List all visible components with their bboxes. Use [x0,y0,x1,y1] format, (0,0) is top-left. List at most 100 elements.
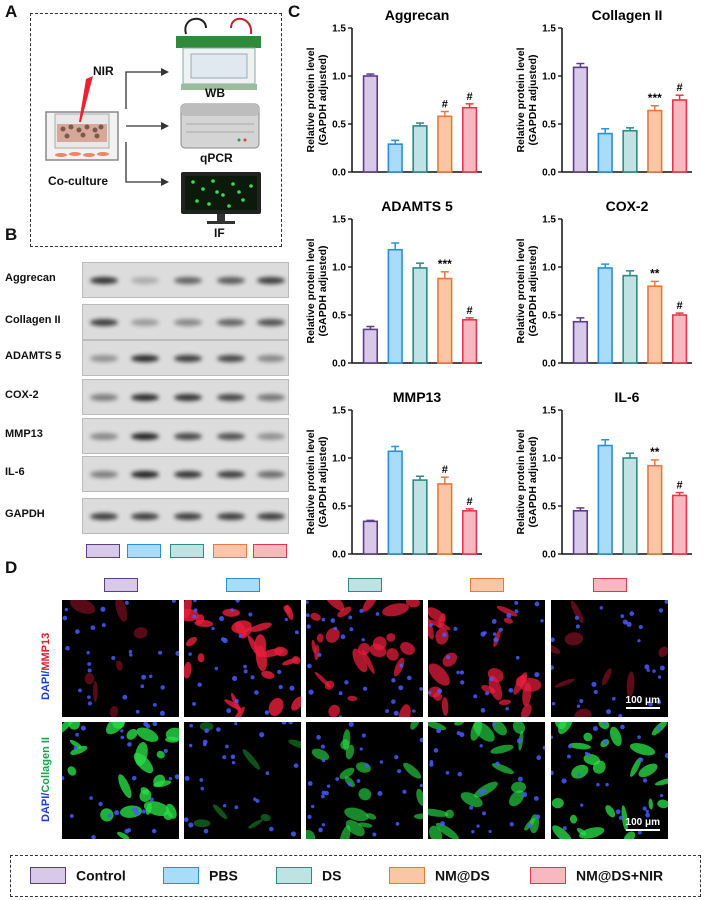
significance-label: *** [648,91,662,105]
micrograph-image [306,600,423,717]
legend-label: PBS [209,867,238,884]
chart-title: IL-6 [615,389,640,405]
y-tick-label: 1.5 [542,406,556,417]
y-tick-label: 0.5 [332,502,346,513]
collagen-micrograph [306,722,423,839]
bar [597,132,613,173]
chart-title: MMP13 [393,389,441,405]
bar [362,520,379,555]
mmp13-micrograph [62,600,179,717]
blot-band [257,393,285,401]
micrograph-image [551,600,668,717]
y-tick-label: 0.0 [332,550,346,561]
collagen-micrograph [428,722,545,839]
micrograph-image [62,722,179,839]
microscopy-group-swatch [104,578,138,592]
blot-row-label: Collagen II [5,314,61,326]
mmp13-micrograph [428,600,545,717]
blot-group-swatch [86,544,120,558]
significance-label: *** [438,257,452,271]
blot-band [174,276,202,284]
blot-row-label: IL-6 [5,466,25,478]
blot-band [174,470,202,478]
micrograph-image [428,722,545,839]
y-axis-label-line: (GAPDH adjusted) [527,54,539,145]
blot-band [90,512,118,520]
bar [437,115,453,173]
panel-a-box: NIR Co-culture WB qPCR IF [30,13,282,247]
y-axis-label: Relative protein level(GAPDH adjusted) [515,238,539,343]
coculture-label: Co-culture [48,174,108,188]
bar [622,457,638,555]
y-axis-label-line: Relative protein level [515,238,527,343]
significance-label: ** [650,266,660,280]
y-axis-label-line: (GAPDH adjusted) [317,54,329,145]
chart-title: Collagen II [592,7,663,23]
bar [572,66,589,173]
bar-chart: MMP13 0.0 0.5 1.0 1.5 Relative protein level(… [305,389,482,561]
y-tick-label: 1.0 [332,263,346,274]
y-tick-label: 1.5 [542,24,556,35]
y-axis-label-line: Relative protein level [515,47,527,152]
bar-chart: Aggrecan 0.0 0.5 1.0 1.5 Relative protein lev… [305,7,482,179]
y-tick-label: 1.0 [332,454,346,465]
microscopy-row-label: DAPI/MMP13 [40,633,52,700]
legend-label: DS [322,867,342,884]
blot-strip [82,418,289,454]
y-tick-label: 0.0 [542,168,556,179]
bar [647,285,663,364]
blot-band [257,318,285,326]
blot-row-label: Aggrecan [5,272,56,284]
blot-row-label: MMP13 [5,428,43,440]
blot-band [174,512,202,520]
blot-band [217,512,245,520]
blot-band [90,432,118,440]
blot-group-swatch [170,544,204,558]
mmp13-micrograph: 100 μm [551,600,668,717]
scale-bar: 100 μm [625,817,660,831]
bar [387,143,403,173]
nir-label: NIR [93,64,114,78]
legend-label: Control [76,867,126,884]
significance-label: # [467,91,473,103]
chart-title: COX-2 [606,198,649,214]
micrograph-image [184,600,301,717]
bar [597,444,613,555]
y-tick-label: 0.0 [332,359,346,370]
y-axis-label-line: (GAPDH adjusted) [317,245,329,336]
blot-band [217,318,245,326]
microscopy-group-swatch [348,578,382,592]
y-tick-label: 1.0 [542,263,556,274]
bar [572,320,589,364]
bar [647,109,663,173]
blot-group-swatch [213,544,247,558]
blot-band [131,276,159,284]
bar [362,328,379,364]
laser-icon [79,76,93,122]
blot-band [90,276,118,284]
y-tick-label: 0.5 [542,502,556,513]
blot-strip [82,304,289,340]
bar [671,494,688,555]
micrograph-image [306,722,423,839]
blot-group-swatch [127,544,161,558]
y-tick-label: 1.0 [542,454,556,465]
y-tick-label: 0.0 [542,359,556,370]
chart-title: Aggrecan [385,7,450,23]
bar-chart: IL-6 0.0 0.5 1.0 1.5 Relative protein level(G… [515,389,692,561]
microscopy-group-swatch [226,578,260,592]
blot-band [131,470,159,478]
blot-strip [82,498,289,534]
y-tick-label: 1.0 [332,72,346,83]
blot-band [90,318,118,326]
significance-label: # [677,480,683,492]
qpcr-machine-icon [180,103,260,149]
y-tick-label: 1.0 [542,72,556,83]
fluorescence-monitor-icon [181,172,261,224]
legend-swatch [163,866,199,884]
bar-charts-panel: Aggrecan 0.0 0.5 1.0 1.5 Relative protein lev… [290,0,709,570]
panel-label-a: A [5,2,18,21]
significance-label: # [677,300,683,312]
bar [622,274,638,364]
blot-row-label: ADAMTS 5 [5,350,62,362]
